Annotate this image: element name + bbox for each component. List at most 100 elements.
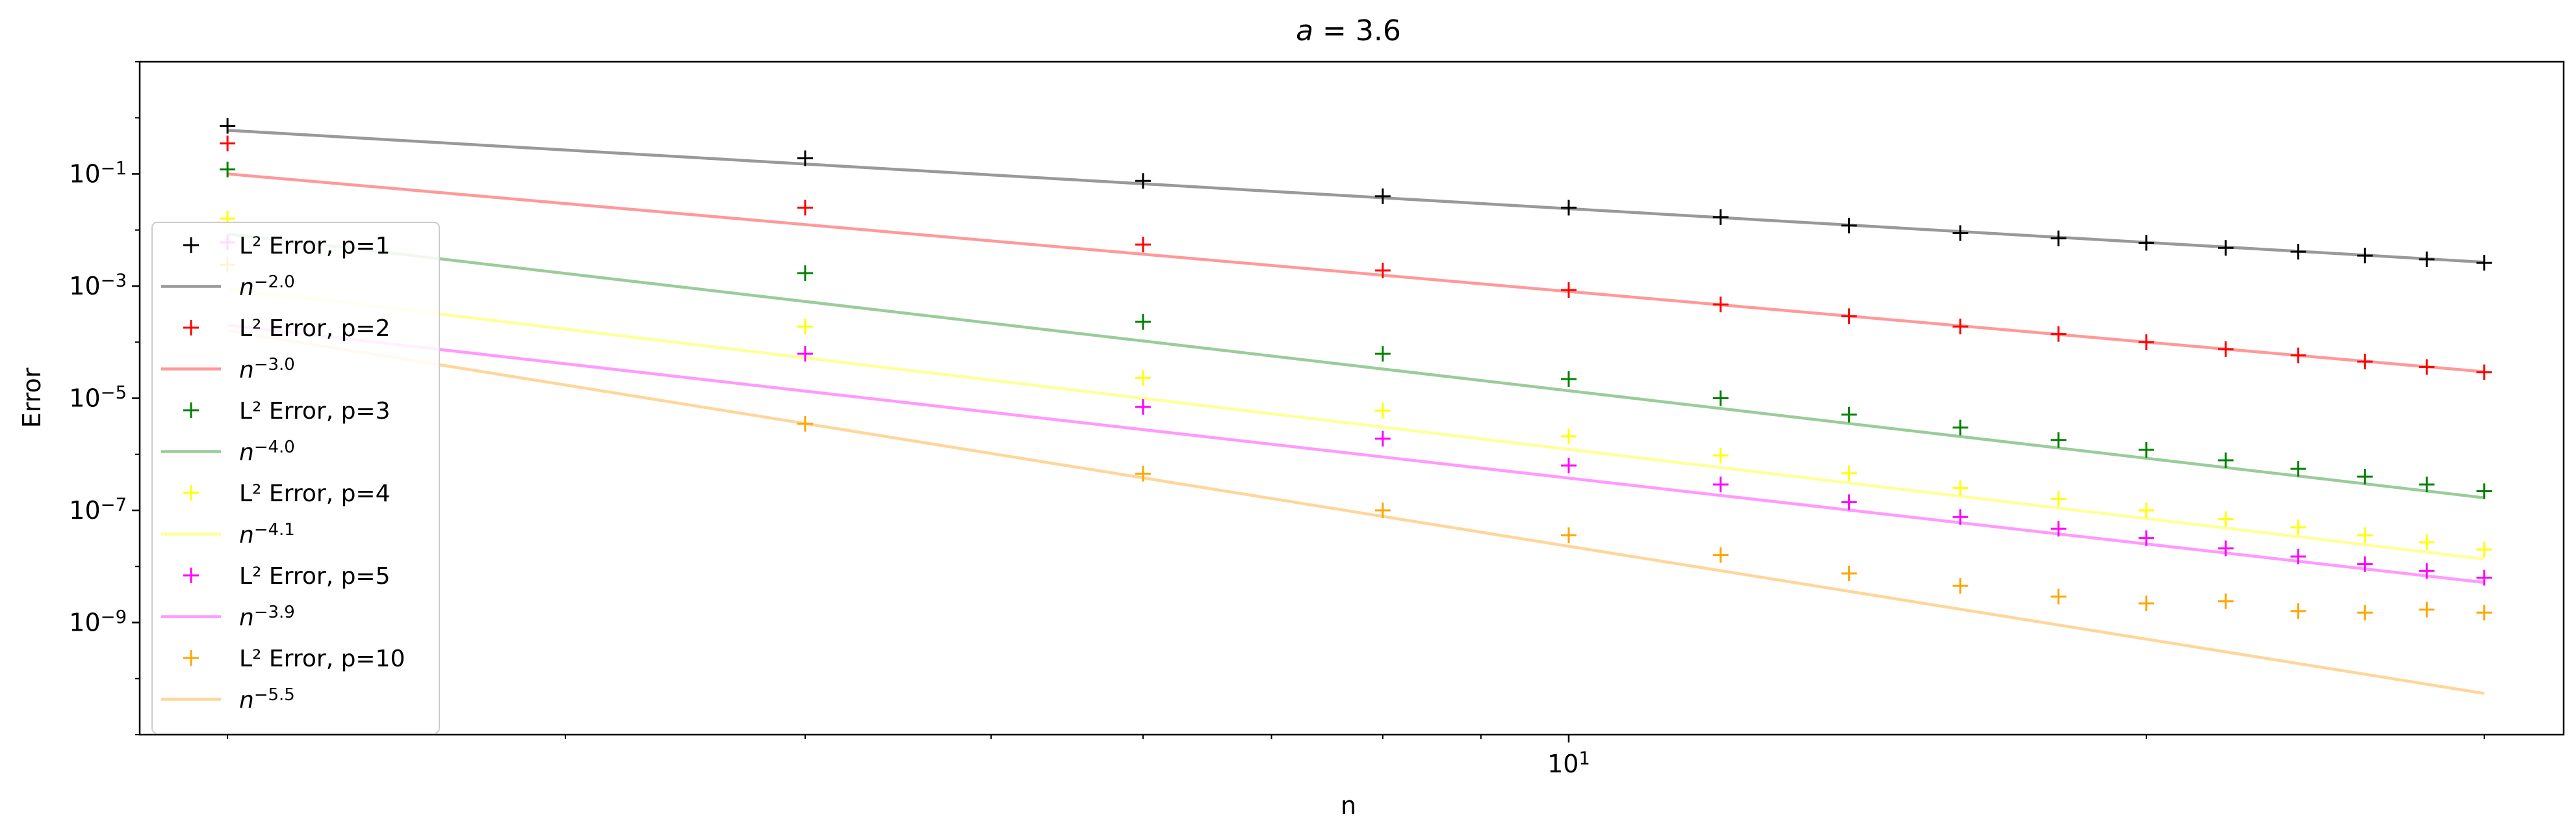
data-point [2357, 248, 2373, 264]
data-point [1952, 419, 1968, 436]
data-point [797, 200, 813, 216]
data-point [797, 265, 813, 282]
data-point [1374, 503, 1391, 518]
chart-title: a = 3.6 [1296, 14, 1401, 47]
data-point [1560, 371, 1577, 387]
data-point [1952, 225, 1968, 241]
data-point [1712, 547, 1729, 563]
data-point [1712, 209, 1729, 225]
data-point [2357, 469, 2373, 485]
data-point [2357, 556, 2373, 572]
data-point [1712, 296, 1729, 313]
data-point [2218, 593, 2234, 609]
legend-fit-label: n−4.1 [239, 520, 295, 549]
data-point [1560, 282, 1577, 298]
data-point [2290, 244, 2306, 260]
legend-marker [183, 320, 199, 335]
legend-fit-label: n−2.0 [239, 272, 295, 301]
y-tick-label: 10−3 [69, 271, 127, 300]
data-point [2050, 432, 2067, 448]
data-point [1841, 308, 1857, 324]
data-point [1952, 480, 1968, 496]
data-point [2290, 347, 2306, 363]
y-axis-label: Error [18, 367, 46, 428]
legend-marker [183, 568, 199, 583]
y-tick-label: 10−7 [69, 495, 127, 525]
data-point [2419, 563, 2435, 579]
fit-line [227, 324, 2485, 584]
data-point [797, 319, 813, 335]
data-point [1135, 370, 1151, 386]
data-point [1841, 494, 1857, 510]
data-point [1374, 430, 1391, 447]
fit-line [227, 129, 2484, 264]
data-point [1135, 466, 1151, 482]
data-point [1374, 346, 1391, 362]
data-point [2138, 503, 2154, 518]
legend-box [151, 222, 440, 734]
data-point [2138, 235, 2154, 251]
data-point [2419, 251, 2435, 267]
data-point [2138, 595, 2154, 611]
data-point [2476, 255, 2492, 271]
data-point [2218, 540, 2234, 557]
data-point [2218, 453, 2234, 469]
legend-entry-label: L² Error, p=3 [239, 398, 391, 425]
data-point [1952, 578, 1968, 594]
x-tick-label: 101 [1547, 749, 1590, 778]
data-point [2419, 601, 2435, 618]
legend-marker [183, 402, 199, 418]
data-point [1841, 217, 1857, 233]
data-point [2290, 461, 2306, 477]
data-point [1135, 399, 1151, 415]
data-point [2357, 354, 2373, 370]
data-point [2419, 359, 2435, 375]
data-point [2050, 521, 2067, 537]
data-point [2476, 542, 2492, 558]
fit-line [227, 232, 2485, 499]
data-point [1841, 406, 1857, 423]
data-point [797, 415, 813, 432]
data-point [2476, 364, 2492, 380]
fit-line [227, 172, 2484, 374]
data-point [1952, 509, 1968, 525]
data-point [1560, 428, 1577, 444]
data-point [2476, 483, 2492, 499]
data-point [220, 135, 236, 151]
data-point [220, 118, 236, 134]
fit-line [227, 329, 2485, 695]
data-point [2419, 477, 2435, 493]
legend-entry-label: L² Error, p=5 [239, 563, 391, 590]
data-point [2138, 334, 2154, 350]
legend-fit-label: n−4.0 [239, 438, 295, 466]
legend-marker [183, 650, 199, 666]
data-point [2138, 530, 2154, 546]
data-point [1712, 390, 1729, 406]
data-point [2476, 605, 2492, 621]
data-point [2138, 441, 2154, 458]
data-point [2218, 511, 2234, 527]
y-tick-label: 10−9 [69, 607, 127, 637]
data-point [2050, 588, 2067, 605]
legend-fit-label: n−3.9 [239, 603, 295, 631]
data-point [1712, 477, 1729, 493]
y-tick-label: 10−1 [69, 159, 127, 188]
data-point [1374, 262, 1391, 278]
y-tick-label: 10−5 [69, 383, 127, 412]
data-point [1841, 566, 1857, 582]
data-point [1560, 200, 1577, 216]
data-point [2290, 519, 2306, 535]
legend-entry-label: L² Error, p=1 [239, 233, 391, 259]
data-point [2357, 527, 2373, 544]
axis-ticks: 10−1 10−3 10−5 10−7 10−9 101 [69, 61, 2485, 778]
data-point [797, 346, 813, 362]
data-point [1952, 319, 1968, 335]
data-point [1135, 173, 1151, 189]
data-point [2050, 491, 2067, 507]
legend-entry-label: L² Error, p=2 [239, 315, 391, 342]
legend-marker [183, 237, 199, 253]
data-point [1135, 237, 1151, 253]
data-point [2476, 570, 2492, 586]
legend-fit-label: n−3.0 [239, 355, 295, 384]
